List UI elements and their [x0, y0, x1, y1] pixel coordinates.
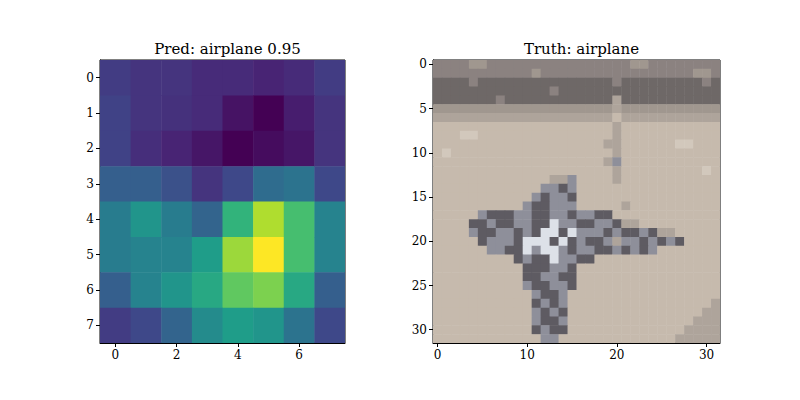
- svg-text:5: 5: [419, 102, 427, 116]
- svg-text:0: 0: [86, 71, 94, 85]
- svg-text:20: 20: [412, 234, 427, 248]
- svg-text:3: 3: [86, 177, 94, 191]
- svg-text:2: 2: [173, 348, 181, 362]
- svg-text:25: 25: [412, 279, 427, 293]
- svg-text:2: 2: [86, 141, 94, 155]
- svg-text:Pred: airplane 0.95: Pred: airplane 0.95: [154, 40, 301, 58]
- svg-text:6: 6: [295, 348, 303, 362]
- svg-text:10: 10: [412, 146, 427, 160]
- svg-text:10: 10: [520, 348, 535, 362]
- svg-text:30: 30: [699, 348, 714, 362]
- svg-text:20: 20: [609, 348, 624, 362]
- svg-text:1: 1: [86, 106, 94, 120]
- svg-text:7: 7: [86, 318, 94, 332]
- svg-text:5: 5: [86, 248, 94, 262]
- svg-text:4: 4: [234, 348, 242, 362]
- svg-text:0: 0: [419, 57, 427, 71]
- svg-text:6: 6: [86, 283, 94, 297]
- svg-text:15: 15: [412, 190, 427, 204]
- svg-text:0: 0: [111, 348, 119, 362]
- svg-text:4: 4: [86, 212, 94, 226]
- svg-text:Truth: airplane: Truth: airplane: [524, 40, 639, 58]
- svg-text:30: 30: [412, 323, 427, 337]
- svg-text:0: 0: [434, 348, 442, 362]
